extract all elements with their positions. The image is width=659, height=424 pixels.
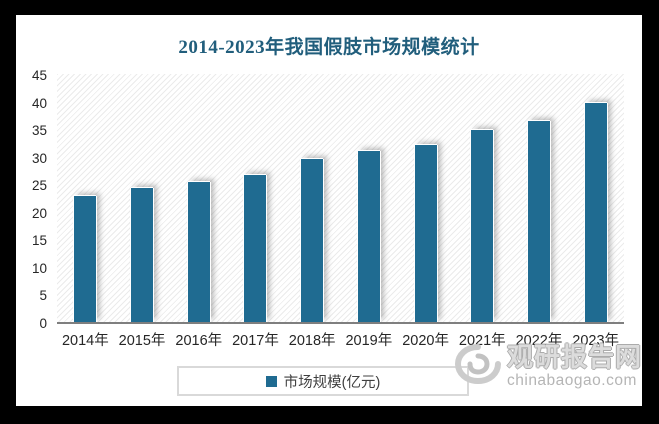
- y-tick-label: 15: [31, 233, 47, 249]
- x-axis-label: 2014年: [61, 333, 109, 349]
- bar-slot: [227, 74, 284, 322]
- x-axis-label: 2022年: [515, 333, 563, 349]
- bar-slot: [170, 74, 227, 322]
- bar-slot: [567, 74, 624, 322]
- bar-slot: [341, 74, 398, 322]
- y-tick-label: 35: [31, 123, 47, 139]
- y-tick-label: 20: [31, 205, 47, 221]
- y-tick-label: 10: [31, 260, 47, 276]
- legend: 市场规模(亿元): [177, 366, 469, 396]
- bar: [74, 196, 97, 322]
- y-tick-label: 5: [39, 288, 47, 304]
- x-axis-label: 2023年: [572, 333, 620, 349]
- bar-slot: [114, 74, 171, 322]
- x-axis-label: 2018年: [288, 333, 336, 349]
- y-tick-label: 45: [31, 68, 47, 83]
- bar: [244, 174, 267, 322]
- x-axis-label: 2020年: [402, 333, 449, 349]
- bar: [131, 187, 154, 322]
- bar: [527, 120, 550, 322]
- watermark-text: 观研报告网 chinabaogao.com: [507, 343, 642, 390]
- bar-slot: [397, 74, 454, 322]
- y-tick-label: 30: [31, 150, 47, 166]
- bar: [187, 182, 210, 322]
- x-axis-label: 2016年: [175, 333, 223, 349]
- bar: [414, 144, 437, 322]
- legend-marker-square: [265, 375, 277, 387]
- watermark-site-url: chinabaogao.com: [507, 372, 637, 390]
- bar-slot: [511, 74, 568, 322]
- y-tick-label: 25: [31, 178, 47, 194]
- bar-slot: [284, 74, 341, 322]
- y-axis: 0 5 10 15 20 25 30 35 40 45: [16, 68, 50, 331]
- bar: [301, 159, 324, 322]
- bar: [584, 103, 607, 322]
- chart-title: 2014-2023年我国假肢市场规模统计: [178, 37, 480, 58]
- bar-slot: [57, 74, 114, 322]
- x-axis-label: 2017年: [232, 333, 279, 349]
- x-axis-label: 2021年: [458, 333, 506, 349]
- x-axis-label: 2015年: [118, 333, 166, 349]
- bar: [357, 151, 380, 322]
- chart-canvas: 2014-2023年我国假肢市场规模统计 0 5 10 15 20 25 30 35 40 45 …: [16, 15, 642, 406]
- legend-label: 市场规模(亿元): [283, 374, 381, 391]
- bar-slot: [454, 74, 511, 322]
- bar: [471, 130, 494, 322]
- y-tick-label: 0: [39, 316, 47, 331]
- plot-area: [57, 74, 624, 324]
- x-axis: 2014年 2015年 2016年 2017年 2018年 2019年 2020年 2021年…: [57, 329, 624, 350]
- y-tick-label: 40: [31, 95, 47, 111]
- x-axis-label: 2019年: [345, 333, 393, 349]
